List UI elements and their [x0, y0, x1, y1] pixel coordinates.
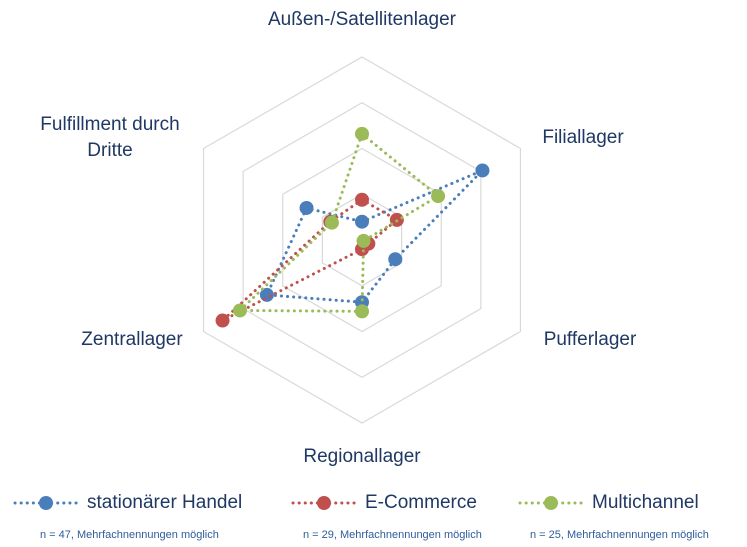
series-marker	[431, 189, 446, 204]
series-note: n = 47, Mehrfachnennungen möglich	[40, 529, 219, 541]
series-line	[236, 131, 441, 313]
grid-ring	[202, 56, 522, 424]
legend-marker	[39, 496, 53, 510]
axis-label: Filiallager	[542, 127, 624, 148]
legend-marker	[317, 496, 331, 510]
series-marker	[324, 215, 339, 230]
axis-label: Außen-/Satellitenlager	[268, 9, 456, 30]
axis-label: Pufferlager	[543, 329, 637, 350]
series-marker	[355, 304, 369, 319]
series-marker	[355, 192, 369, 207]
series-note: n = 25, Mehrfachnennungen möglich	[530, 529, 709, 541]
series-marker	[299, 200, 314, 215]
series-marker	[356, 233, 371, 248]
axis-label: Regionallager	[303, 446, 421, 467]
series-marker	[355, 126, 369, 141]
series-marker	[215, 313, 230, 328]
series-marker	[388, 252, 403, 267]
legend-label: Multichannel	[592, 492, 699, 513]
series-marker	[355, 214, 369, 229]
series-note: n = 29, Mehrfachnennungen möglich	[303, 529, 482, 541]
series-line	[264, 169, 484, 304]
series-marker	[475, 163, 490, 178]
legend-label: E-Commerce	[365, 492, 477, 513]
series-marker	[232, 303, 247, 318]
axis-label: Zentrallager	[81, 329, 183, 350]
axis-label: Fulfillment durch Dritte	[40, 114, 180, 161]
legend-label: stationärer Handel	[87, 492, 243, 513]
legend-marker	[544, 496, 558, 510]
